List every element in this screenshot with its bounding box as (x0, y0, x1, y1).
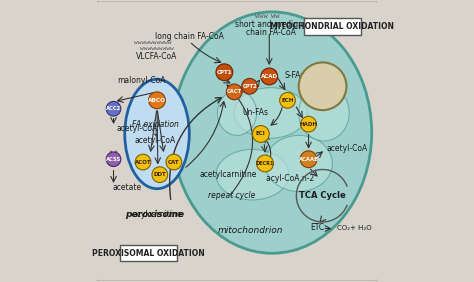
Text: ↓: ↓ (152, 127, 160, 138)
Text: acylcarnitine: acylcarnitine (132, 210, 182, 219)
Text: chain FA-CoA: chain FA-CoA (246, 28, 296, 38)
Circle shape (216, 64, 233, 81)
Circle shape (227, 84, 242, 100)
Text: long chain FA-CoA: long chain FA-CoA (155, 32, 224, 41)
Text: ECH: ECH (282, 98, 294, 103)
Circle shape (152, 167, 168, 182)
Text: wwwwwwwww: wwwwwwwww (140, 46, 174, 51)
Text: ACOT: ACOT (135, 160, 151, 164)
Circle shape (299, 62, 346, 110)
Text: ECI: ECI (256, 131, 266, 136)
Text: CPT1: CPT1 (217, 70, 232, 75)
Ellipse shape (218, 91, 256, 135)
Text: ACSS: ACSS (106, 157, 121, 162)
Circle shape (135, 154, 151, 170)
Ellipse shape (216, 149, 289, 200)
Circle shape (253, 125, 269, 142)
Text: CACT: CACT (227, 89, 242, 94)
Text: acyl-CoA n-2: acyl-CoA n-2 (266, 174, 314, 183)
Text: CO₂+ H₂O: CO₂+ H₂O (337, 225, 371, 231)
Circle shape (106, 102, 121, 116)
Text: PEROXISOMAL OXIDATION: PEROXISOMAL OXIDATION (92, 249, 205, 258)
Circle shape (242, 78, 257, 94)
Text: TCA Cycle: TCA Cycle (299, 191, 346, 200)
Text: ACC2: ACC2 (106, 106, 121, 111)
Ellipse shape (173, 12, 372, 253)
Text: ww: ww (272, 13, 280, 19)
Text: malonyl-CoA: malonyl-CoA (117, 76, 165, 85)
Text: S-FAs: S-FAs (284, 71, 304, 80)
Text: www: www (255, 13, 268, 19)
Circle shape (166, 154, 182, 170)
Text: ACAAB: ACAAB (299, 157, 319, 162)
Circle shape (149, 92, 165, 109)
Text: DECR1: DECR1 (256, 161, 274, 166)
Ellipse shape (265, 135, 332, 191)
Text: MITOCHONDRIAL OXIDATION: MITOCHONDRIAL OXIDATION (270, 22, 394, 31)
Text: ABCO: ABCO (148, 98, 166, 103)
Text: acetyl-CoA: acetyl-CoA (135, 136, 176, 145)
Text: acetyl-CoA: acetyl-CoA (117, 124, 158, 133)
Circle shape (106, 152, 121, 167)
Text: peroxisome: peroxisome (125, 210, 184, 219)
Circle shape (301, 116, 317, 132)
Text: VLCFA-CoA: VLCFA-CoA (137, 52, 178, 61)
Circle shape (300, 151, 317, 168)
Text: ACAD: ACAD (261, 74, 278, 79)
Ellipse shape (299, 85, 349, 141)
Circle shape (261, 68, 278, 85)
Text: ETC: ETC (310, 224, 325, 232)
Text: Un-FAs: Un-FAs (243, 109, 269, 117)
FancyBboxPatch shape (304, 18, 361, 35)
Text: repeat cycle: repeat cycle (208, 191, 255, 200)
Text: mitochondrion: mitochondrion (218, 226, 283, 235)
Text: short and medium: short and medium (236, 20, 306, 29)
Ellipse shape (234, 88, 307, 138)
Text: CAT: CAT (168, 160, 180, 164)
Text: FA oxidation: FA oxidation (132, 120, 179, 129)
Circle shape (256, 155, 273, 172)
FancyBboxPatch shape (120, 245, 177, 261)
Text: CPT2: CPT2 (242, 84, 257, 89)
Text: HADH: HADH (300, 122, 318, 127)
Text: DDT: DDT (154, 172, 166, 177)
Text: wwwwwwwwww: wwwwwwwwww (134, 40, 172, 45)
FancyBboxPatch shape (96, 1, 378, 281)
Text: acetyl-CoA: acetyl-CoA (327, 144, 368, 153)
Text: acetate: acetate (112, 183, 141, 192)
Text: acetylcarnitine: acetylcarnitine (200, 169, 257, 179)
Circle shape (280, 92, 295, 108)
Ellipse shape (125, 79, 189, 189)
